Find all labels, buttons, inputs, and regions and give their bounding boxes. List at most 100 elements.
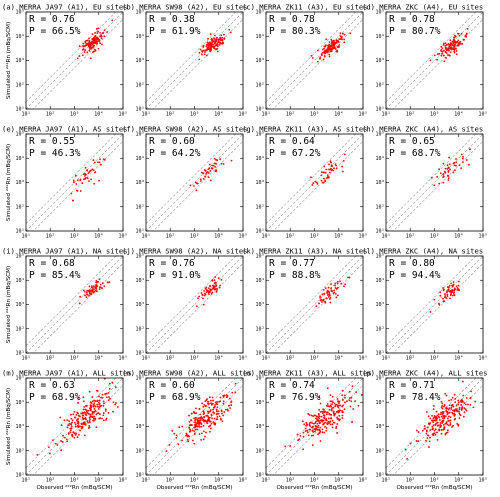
data-point [234, 382, 237, 385]
data-point [342, 170, 344, 173]
data-point [452, 424, 455, 427]
y-tick-label: 10⁴ [375, 400, 384, 406]
data-point [447, 170, 450, 172]
data-point [89, 57, 92, 60]
data-point [327, 286, 330, 289]
data-point [451, 284, 454, 287]
y-tick-label: 10⁴ [15, 400, 24, 406]
data-point [88, 390, 91, 393]
data-point [314, 180, 317, 183]
data-point [173, 432, 176, 435]
data-point [85, 39, 88, 42]
data-point [430, 176, 433, 179]
y-tick-label: 10¹ [255, 229, 264, 235]
data-point [84, 166, 87, 169]
data-point [348, 399, 351, 402]
data-point [216, 412, 219, 415]
reference-line-1to2 [152, 19, 243, 109]
y-tick-label: 10² [135, 326, 144, 332]
data-point [215, 409, 218, 411]
data-point [70, 425, 73, 428]
data-point [454, 397, 457, 400]
data-point [188, 435, 191, 438]
data-point [82, 396, 85, 399]
data-point [74, 425, 77, 428]
data-point [432, 405, 435, 407]
data-point [329, 160, 332, 163]
data-point [465, 409, 468, 412]
data-point [223, 411, 226, 413]
data-point [341, 389, 344, 392]
data-point [336, 280, 339, 283]
data-point [68, 422, 71, 425]
data-point [77, 401, 79, 404]
data-point [93, 39, 96, 42]
data-point [82, 289, 85, 292]
data-point [210, 427, 212, 430]
data-point [429, 429, 432, 431]
data-point [215, 40, 217, 43]
data-point [423, 425, 426, 427]
data-point [447, 412, 449, 414]
data-point [101, 287, 103, 290]
data-point [86, 51, 89, 54]
data-point [317, 60, 319, 63]
x-tick-label: 10¹ [141, 234, 150, 240]
data-point [423, 427, 426, 430]
data-point [452, 281, 455, 283]
data-point [442, 415, 445, 418]
data-point [212, 411, 215, 413]
data-point [218, 38, 221, 41]
data-point [82, 178, 85, 181]
data-point [101, 417, 103, 420]
data-point [460, 403, 462, 406]
data-point [171, 429, 174, 432]
data-point [311, 429, 314, 432]
reference-line-2to1 [26, 256, 117, 346]
y-tick-label: 10³ [255, 302, 264, 308]
data-point [90, 169, 92, 172]
data-point [338, 404, 340, 407]
data-point [208, 425, 210, 428]
x-tick-label: 10⁵ [478, 356, 487, 362]
data-point [215, 287, 217, 290]
data-point [460, 32, 463, 35]
data-point [210, 402, 212, 405]
data-point [81, 182, 84, 185]
data-point [319, 402, 322, 405]
x-tick-label: 10⁴ [454, 356, 463, 362]
data-point [312, 425, 314, 428]
data-point [216, 418, 219, 421]
data-point [322, 58, 325, 61]
data-point [330, 417, 332, 420]
data-point [463, 402, 466, 405]
x-tick-label: 10² [46, 112, 55, 118]
data-point [436, 175, 438, 178]
data-point [456, 410, 459, 413]
data-point [214, 405, 216, 408]
data-point [69, 427, 72, 430]
data-point [312, 415, 315, 418]
data-point [219, 400, 222, 403]
x-tick-label: 10⁴ [214, 356, 223, 362]
data-point [470, 390, 472, 393]
data-point [211, 417, 213, 420]
reference-line-1to1 [266, 378, 363, 475]
x-tick-label: 10³ [70, 234, 79, 240]
data-point [80, 427, 83, 430]
data-point [102, 414, 105, 417]
data-point [89, 43, 92, 45]
x-tick-label: 10⁵ [118, 478, 127, 484]
reference-line-1to2 [32, 141, 123, 231]
data-point [344, 401, 346, 404]
data-point [99, 42, 102, 45]
data-point [86, 420, 89, 423]
data-point [85, 176, 87, 179]
data-point [93, 37, 96, 40]
data-point [84, 294, 86, 297]
data-point [100, 34, 103, 37]
y-tick-label: 10⁴ [375, 156, 384, 162]
data-point [329, 400, 332, 403]
data-point [321, 420, 324, 423]
data-point [186, 435, 189, 438]
